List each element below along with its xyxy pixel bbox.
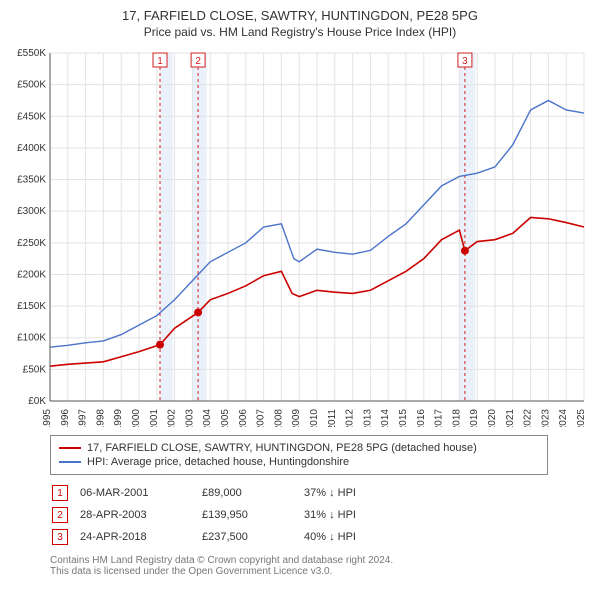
sale-row: 3 24-APR-2018£237,50040% ↓ HPI xyxy=(52,527,366,547)
svg-text:£0K: £0K xyxy=(28,396,46,407)
svg-text:2025: 2025 xyxy=(576,409,587,427)
sales-table: 1 06-MAR-2001£89,00037% ↓ HPI 2 28-APR-2003… xyxy=(50,481,368,549)
sale-date: 24-APR-2018 xyxy=(80,527,200,547)
svg-text:£100K: £100K xyxy=(17,333,46,344)
chart-title-line1: 17, FARFIELD CLOSE, SAWTRY, HUNTINGDON, … xyxy=(8,8,592,23)
sale-price: £139,950 xyxy=(202,505,302,525)
svg-text:1998: 1998 xyxy=(95,409,106,427)
line-chart: £0K £50K £100K £150K £200K £250K £300K £350K £40… xyxy=(8,47,592,427)
footer-attribution: Contains HM Land Registry data © Crown c… xyxy=(50,555,592,577)
svg-text:£400K: £400K xyxy=(17,143,46,154)
svg-text:2022: 2022 xyxy=(523,409,534,427)
svg-text:2005: 2005 xyxy=(220,409,231,427)
svg-text:2023: 2023 xyxy=(540,409,551,427)
svg-text:£200K: £200K xyxy=(17,269,46,280)
svg-text:£450K: £450K xyxy=(17,111,46,122)
svg-text:2004: 2004 xyxy=(202,409,213,427)
sale-date: 06-MAR-2001 xyxy=(80,483,200,503)
legend-label-hpi: HPI: Average price, detached house, Hunt… xyxy=(87,456,349,468)
legend: 17, FARFIELD CLOSE, SAWTRY, HUNTINGDON, … xyxy=(50,435,548,475)
sale-row: 1 06-MAR-2001£89,00037% ↓ HPI xyxy=(52,483,366,503)
chart-title-line2: Price paid vs. HM Land Registry's House … xyxy=(8,25,592,39)
svg-text:£150K: £150K xyxy=(17,301,46,312)
svg-text:2018: 2018 xyxy=(451,409,462,427)
svg-text:1995: 1995 xyxy=(42,409,53,427)
sale-marker-icon: 3 xyxy=(52,529,68,545)
svg-text:£250K: £250K xyxy=(17,238,46,249)
svg-text:2006: 2006 xyxy=(238,409,249,427)
svg-text:2003: 2003 xyxy=(184,409,195,427)
svg-text:2015: 2015 xyxy=(398,409,409,427)
svg-text:2007: 2007 xyxy=(256,409,267,427)
svg-text:£50K: £50K xyxy=(23,364,47,375)
sale-marker-icon: 1 xyxy=(52,485,68,501)
svg-text:2: 2 xyxy=(195,56,201,67)
svg-text:£550K: £550K xyxy=(17,48,46,59)
sale-marker-icon: 2 xyxy=(52,507,68,523)
sale-delta: 40% ↓ HPI xyxy=(304,527,366,547)
svg-text:2010: 2010 xyxy=(309,409,320,427)
svg-text:1999: 1999 xyxy=(113,409,124,427)
legend-swatch-hpi xyxy=(59,461,81,463)
svg-text:2009: 2009 xyxy=(291,409,302,427)
svg-text:2012: 2012 xyxy=(345,409,356,427)
svg-text:2013: 2013 xyxy=(362,409,373,427)
svg-text:1: 1 xyxy=(157,56,163,67)
svg-text:£500K: £500K xyxy=(17,80,46,91)
sale-date: 28-APR-2003 xyxy=(80,505,200,525)
sale-price: £237,500 xyxy=(202,527,302,547)
svg-text:2001: 2001 xyxy=(149,409,160,427)
svg-text:1996: 1996 xyxy=(60,409,71,427)
svg-text:2016: 2016 xyxy=(416,409,427,427)
footer-line1: Contains HM Land Registry data © Crown c… xyxy=(50,555,592,566)
svg-text:3: 3 xyxy=(462,56,468,67)
svg-text:2000: 2000 xyxy=(131,409,142,427)
svg-text:£300K: £300K xyxy=(17,206,46,217)
svg-text:£350K: £350K xyxy=(17,175,46,186)
legend-row-hpi: HPI: Average price, detached house, Hunt… xyxy=(59,456,539,468)
sale-price: £89,000 xyxy=(202,483,302,503)
svg-text:2020: 2020 xyxy=(487,409,498,427)
sale-delta: 31% ↓ HPI xyxy=(304,505,366,525)
footer-line2: This data is licensed under the Open Gov… xyxy=(50,566,592,577)
svg-text:1997: 1997 xyxy=(78,409,89,427)
svg-text:2011: 2011 xyxy=(327,409,338,427)
svg-text:2024: 2024 xyxy=(558,409,569,427)
svg-text:2017: 2017 xyxy=(434,409,445,427)
svg-text:2021: 2021 xyxy=(505,409,516,427)
svg-text:2008: 2008 xyxy=(273,409,284,427)
legend-swatch-price xyxy=(59,447,81,449)
sale-row: 2 28-APR-2003£139,95031% ↓ HPI xyxy=(52,505,366,525)
sale-delta: 37% ↓ HPI xyxy=(304,483,366,503)
svg-text:2019: 2019 xyxy=(469,409,480,427)
legend-label-price: 17, FARFIELD CLOSE, SAWTRY, HUNTINGDON, … xyxy=(87,442,477,454)
svg-text:2014: 2014 xyxy=(380,409,391,427)
svg-text:2002: 2002 xyxy=(167,409,178,427)
legend-row-price: 17, FARFIELD CLOSE, SAWTRY, HUNTINGDON, … xyxy=(59,442,539,454)
